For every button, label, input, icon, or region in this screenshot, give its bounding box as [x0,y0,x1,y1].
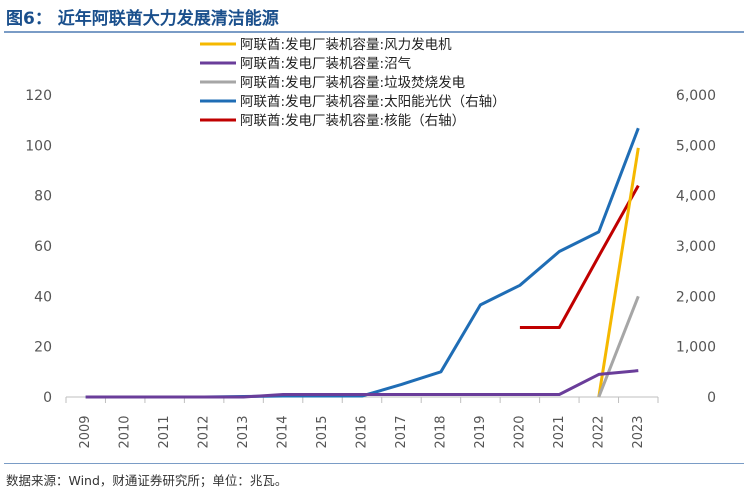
x-tick-label: 2012 [197,415,212,448]
left-tick-label: 60 [34,239,52,255]
right-tick-label: 6,000 [676,88,716,104]
right-tick-label: 1,000 [676,340,716,356]
series-line [519,184,640,329]
x-tick-label: 2020 [512,415,527,448]
right-tick-label: 2,000 [676,289,716,305]
x-tick-label: 2018 [433,415,448,448]
legend-entry: 阿联酋:发电厂装机容量:核能（右轴） [240,112,465,129]
right-tick-label: 0 [707,390,716,406]
title-divider [4,31,744,33]
legend-entry: 阿联酋:发电厂装机容量:风力发电机 [240,36,452,53]
source-note: 数据来源：Wind，财通证券研究所；单位：兆瓦。 [6,473,288,488]
left-tick-label: 40 [34,289,52,305]
left-tick-label: 20 [34,340,52,356]
series-line [597,295,640,398]
legend-entry: 阿联酋:发电厂装机容量:沼气 [240,55,411,72]
right-axis-tick-labels: 0 1,000 2,000 3,000 4,000 5,000 6,000 [676,88,716,406]
legend-entry: 阿联酋:发电厂装机容量:垃圾焚烧发电 [240,74,465,91]
x-tick-label: 2015 [315,415,330,448]
series-line [85,369,639,399]
source-divider [4,463,744,464]
x-tick-label: 2010 [118,415,133,448]
left-tick-label: 80 [34,189,52,205]
x-tick-label: 2011 [157,415,172,448]
series-lines [85,127,640,399]
series-line [85,127,640,399]
right-tick-label: 3,000 [676,239,716,255]
x-tick-label: 2013 [236,415,251,448]
left-tick-label: 120 [25,88,52,104]
x-tick-label: 2017 [394,415,409,448]
legend-entry: 阿联酋:发电厂装机容量:太阳能光伏（右轴） [240,93,506,110]
x-axis: 2009 2010 2011 2012 2013 2014 2015 2016 2017 2018… [65,396,659,449]
left-axis-tick-labels: 0 20 40 60 80 100 120 [25,88,52,406]
left-tick-label: 100 [25,138,52,154]
x-tick-label: 2019 [473,415,488,448]
right-tick-label: 5,000 [676,138,716,154]
x-tick-label: 2021 [552,415,567,448]
left-tick-label: 0 [43,390,52,406]
series-line [597,147,640,398]
x-tick-label: 2014 [276,415,291,448]
page-title: 图6： 近年阿联酋大力发展清洁能源 [6,9,279,29]
x-tick-label: 2022 [591,415,606,448]
x-tick-label: 2023 [631,415,646,448]
x-tick-label: 2016 [355,415,370,448]
legend: 阿联酋:发电厂装机容量:风力发电机阿联酋:发电厂装机容量:沼气阿联酋:发电厂装机… [200,36,506,129]
x-tick-label: 2009 [78,415,93,448]
right-tick-label: 4,000 [676,189,716,205]
